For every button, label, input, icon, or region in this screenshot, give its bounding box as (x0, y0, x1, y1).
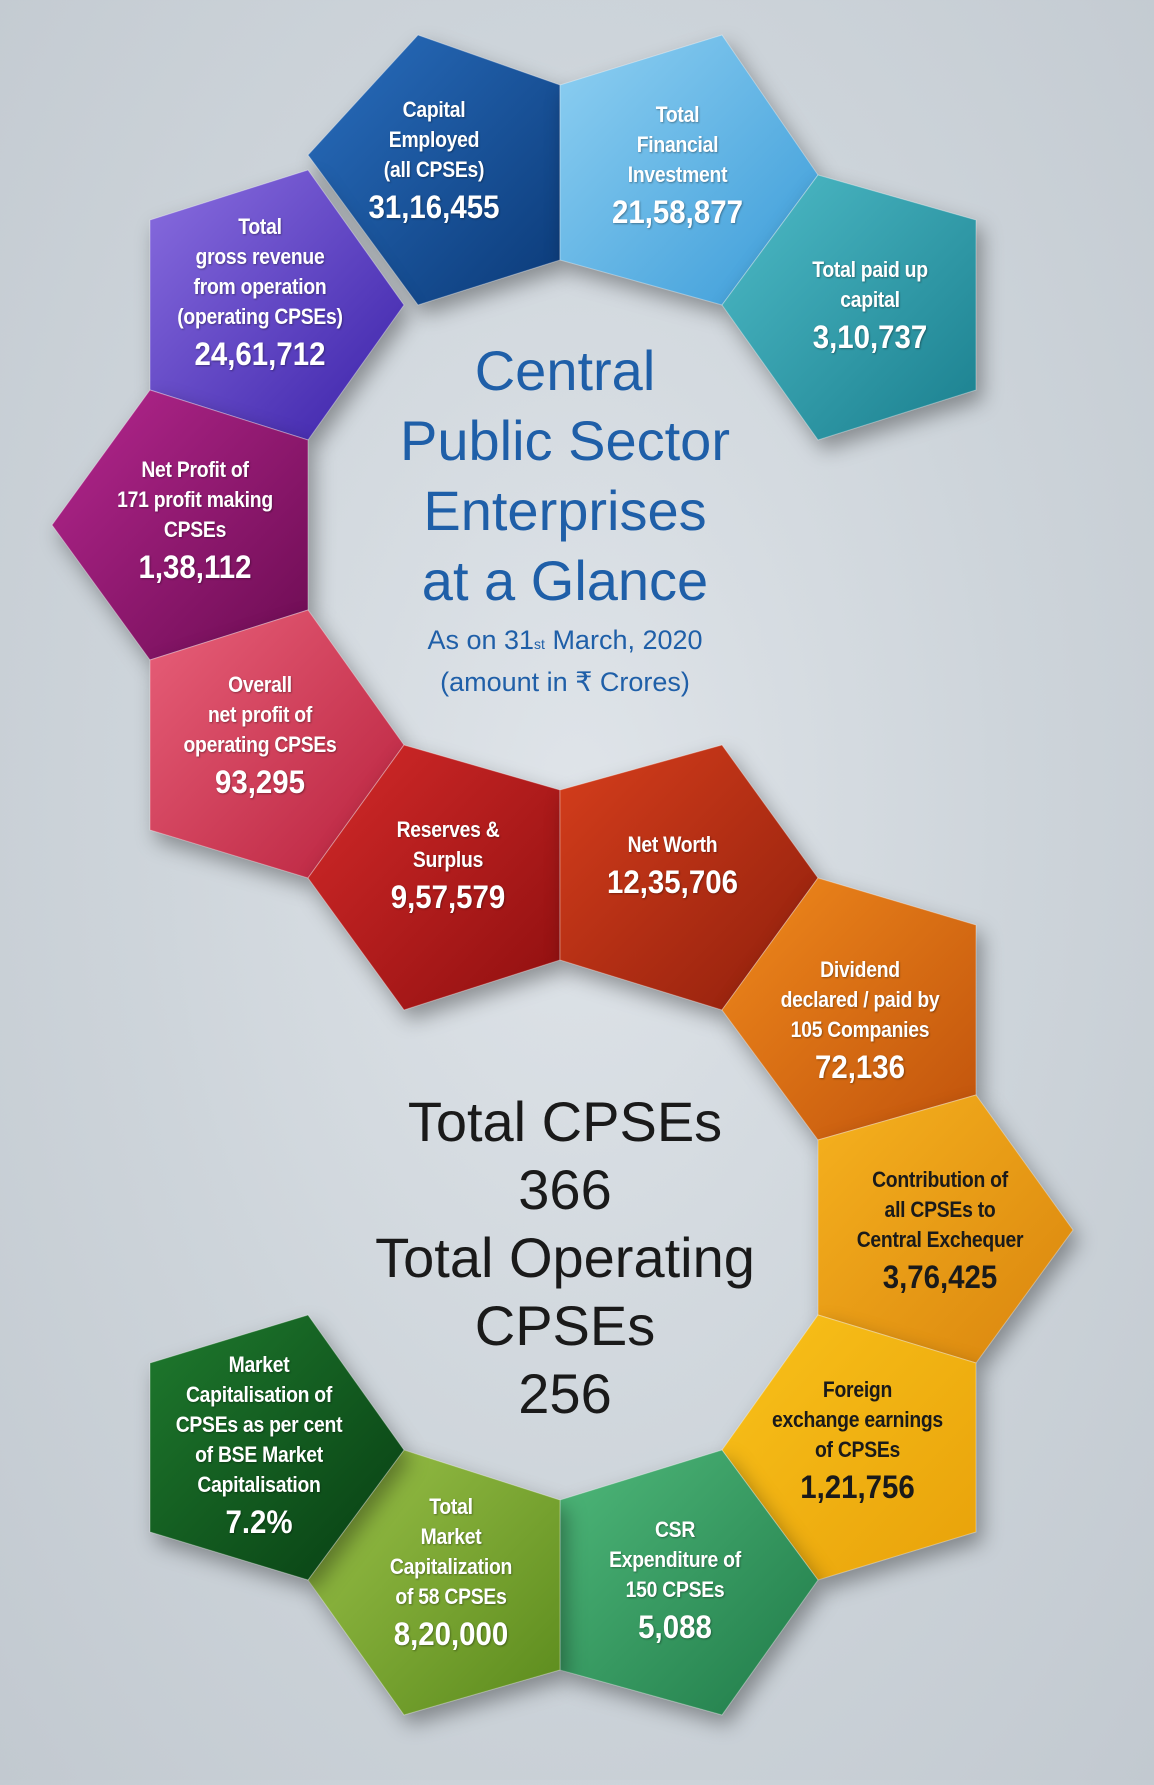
tile-value: 9,57,579 (390, 879, 506, 915)
tile-label-line: Investment (627, 162, 728, 187)
total-operating-label-2: CPSEs (474, 1294, 656, 1357)
total-operating-label-1: Total Operating (375, 1226, 755, 1289)
title-line-1: Central (474, 339, 656, 402)
tile-shape-contribution-exchequer (817, 1094, 1074, 1364)
tile-label-line: Total (429, 1494, 473, 1519)
tile-dividend: Dividend declared / paid by 105 Companies 7… (745, 955, 975, 1087)
tile-label-line: exchange earnings (772, 1407, 943, 1432)
tile-capital-employed: Capital Employed (all CPSEs) 31,16,455 (308, 95, 560, 227)
tile-label-line: Capitalisation (197, 1472, 321, 1497)
tile-net-profit-171: Net Profit of 171 profit making CPSEs 1,38,… (100, 455, 290, 587)
tile-label-line: all CPSEs to (884, 1197, 996, 1222)
tile-shape-total-gross-revenue (149, 169, 405, 441)
tile-value: 12,35,706 (607, 864, 738, 900)
tile-label-line: Capitalization (389, 1554, 513, 1579)
tile-value: 1,38,112 (138, 549, 252, 585)
tile-label-line: gross revenue (195, 244, 325, 269)
tile-value: 7.2% (225, 1504, 293, 1540)
as-on-sup: st (534, 636, 545, 652)
tile-label-line: (all CPSEs) (383, 157, 485, 182)
total-operating-value: 256 (518, 1362, 612, 1425)
tile-label-line: Market (228, 1352, 290, 1377)
tile-label-line: of CPSEs (814, 1437, 901, 1462)
tile-value: 3,10,737 (812, 319, 928, 355)
tile-total-market-cap: Total Market Capitalization of 58 CPSEs 8,20… (362, 1492, 540, 1654)
tile-label-line: of 58 CPSEs (395, 1584, 507, 1609)
tile-total-financial-investment: Total Financial Investment 21,58,877 (565, 100, 790, 232)
tile-contribution-exchequer: Contribution of all CPSEs to Central Exche… (825, 1165, 1055, 1297)
tile-label-line: Employed (388, 127, 480, 152)
tile-market-cap-percent: Market Capitalisation of CPSEs as per cent… (150, 1350, 368, 1542)
tile-net-worth: Net Worth 12,35,706 (565, 830, 780, 902)
tile-value: 5,088 (638, 1609, 712, 1645)
tile-value: 1,21,756 (800, 1469, 915, 1505)
tile-label-line: of BSE Market (195, 1442, 323, 1467)
amount-note: (amount in ₹ Crores) (440, 667, 690, 697)
tile-label-line: Foreign (822, 1377, 893, 1402)
tile-value: 21,58,877 (612, 194, 743, 230)
tile-label-line: Reserves & (396, 817, 500, 842)
tile-label-line: 105 Companies (790, 1017, 930, 1042)
tile-label-line: Capitalisation of (185, 1382, 333, 1407)
tile-label-line: Market (420, 1524, 482, 1549)
tile-overall-net-profit: Overall net profit of operating CPSEs 93,29… (160, 670, 360, 802)
total-cpses-value: 366 (518, 1158, 612, 1221)
tile-value: 8,20,000 (393, 1616, 509, 1652)
title-block: Central Public Sector Enterprises at a G… (350, 336, 780, 700)
as-on-suffix: March, 2020 (544, 625, 703, 655)
tile-shape-market-cap-percent (149, 1314, 405, 1581)
tile-label-line: Financial (636, 132, 719, 157)
tile-shape-total-paid-up-capital (721, 174, 977, 441)
tile-csr-expenditure: CSR Expenditure of 150 CPSEs 5,088 (580, 1515, 770, 1647)
tile-label-line: net profit of (207, 702, 313, 727)
tile-label-line: from operation (193, 274, 327, 299)
tile-label-line: Net Worth (627, 832, 718, 857)
tile-label-line: capital (840, 287, 900, 312)
tile-value: 31,16,455 (368, 189, 500, 225)
tile-label-line: 150 CPSEs (625, 1577, 725, 1602)
tile-label-line: Total (238, 214, 282, 239)
tile-total-paid-up-capital: Total paid up capital 3,10,737 (780, 255, 960, 357)
total-cpses-label: Total CPSEs (407, 1090, 723, 1153)
tile-label-line: Overall (228, 672, 292, 697)
tile-total-gross-revenue: Total gross revenue from operation (operati… (150, 212, 370, 374)
tile-label-line: Capital (402, 97, 466, 122)
tile-label-line: CSR (654, 1517, 696, 1542)
tile-value: 93,295 (214, 764, 306, 800)
tile-label-line: operating CPSEs (183, 732, 337, 757)
tile-label-line: (operating CPSEs) (177, 304, 343, 329)
tile-label-line: Total paid up (812, 257, 928, 282)
tile-shape-capital-employed (307, 34, 561, 306)
title-line-4: at a Glance (421, 549, 709, 612)
tile-label-line: declared / paid by (780, 987, 940, 1012)
tile-label-line: Net Profit of (141, 457, 249, 482)
tile-label-line: Contribution of (872, 1167, 1008, 1192)
tile-value: 24,61,712 (194, 336, 326, 372)
tile-label-line: Total (655, 102, 700, 127)
tile-reserves-surplus: Reserves & Surplus 9,57,579 (363, 815, 533, 917)
tile-label-line: Dividend (820, 957, 900, 982)
tile-shape-dividend (721, 877, 977, 1141)
title-line-2: Public Sector (400, 409, 730, 472)
tile-label-line: 171 profit making (117, 487, 273, 512)
tile-value: 72,136 (814, 1049, 906, 1085)
tile-label-line: CPSEs as per cent (175, 1412, 343, 1437)
title-line-3: Enterprises (423, 479, 707, 542)
tile-label-line: Central Exchequer (856, 1227, 1024, 1252)
totals-block: Total CPSEs 366 Total Operating CPSEs 25… (340, 1088, 790, 1428)
tile-label-line: Expenditure of (609, 1547, 741, 1572)
as-on-prefix: As on 31 (427, 625, 535, 655)
tile-value: 3,76,425 (882, 1259, 998, 1295)
tile-label-line: CPSEs (163, 517, 227, 542)
tile-label-line: Surplus (412, 847, 484, 872)
tile-shape-net-profit-171 (51, 389, 309, 661)
tile-shape-reserves-surplus (307, 744, 561, 1011)
tile-foreign-exchange: Foreign exchange earnings of CPSEs 1,21,756 (750, 1375, 965, 1507)
as-on-date: As on 31st March, 2020 (350, 622, 780, 658)
